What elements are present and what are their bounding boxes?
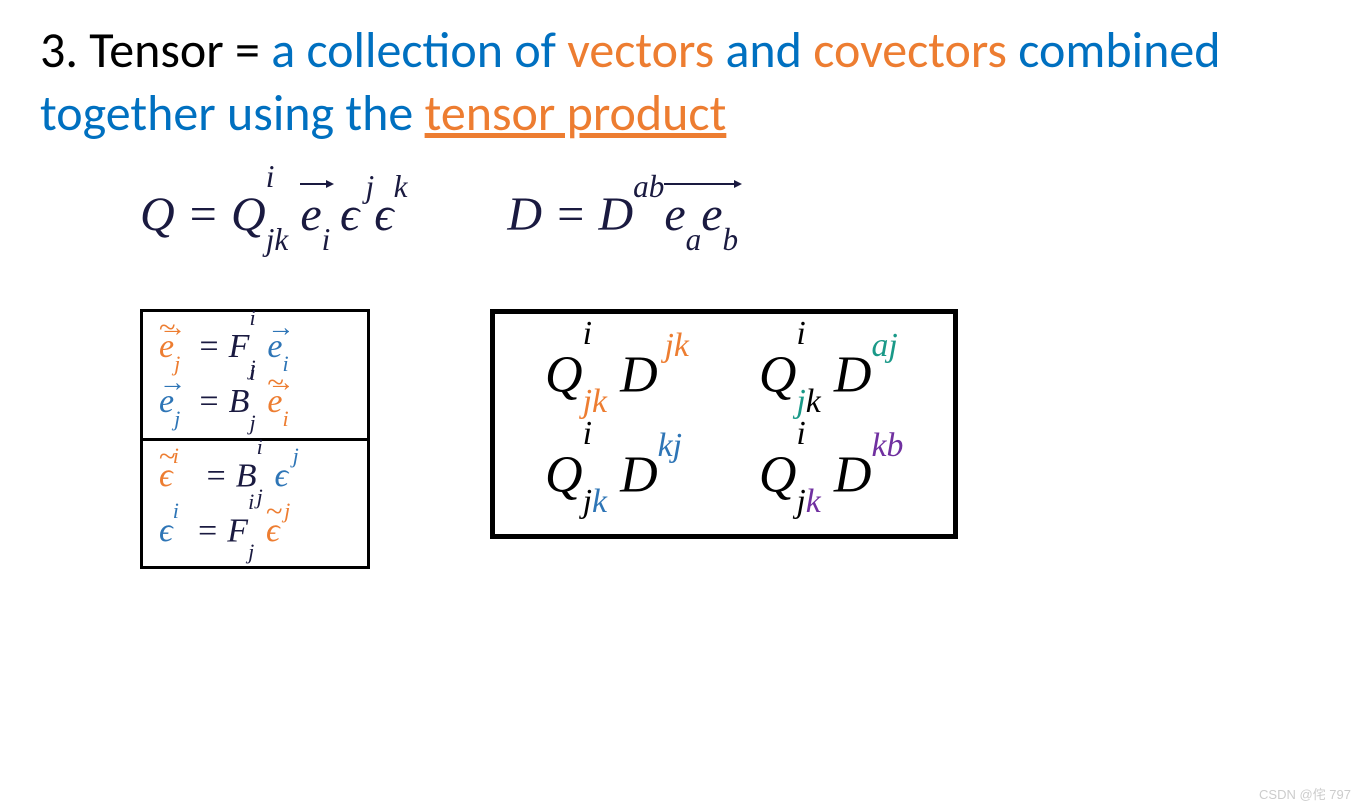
title-orange-1: vectors: [567, 20, 725, 81]
transformation-boxes: ej = Fijj ei ej = Bijj ei ϵi = Bijj ϵ j …: [140, 309, 370, 570]
contraction-2: QijkjkDaj: [759, 344, 904, 404]
contraction-3: QijkjkDkj: [545, 444, 689, 504]
dual-basis-transform-box: ϵi = Bijj ϵ j ϵi = Fijj ϵ j: [140, 438, 370, 569]
basis-backward: ej = Bijj ei: [159, 375, 351, 430]
title-blue-2: and: [725, 20, 813, 81]
slide-title: 3. Tensor = a collection of vectors and …: [40, 20, 1323, 145]
equation-Q: Q = Qijkjkei ϵ jϵk: [140, 185, 407, 249]
bottom-section: ej = Fijj ei ej = Bijj ei ϵi = Bijj ϵ j …: [140, 309, 1323, 570]
dual-forward: ϵi = Fijj ϵ j: [159, 504, 351, 559]
title-prefix: 3. Tensor =: [40, 20, 271, 81]
basis-vector-transform-box: ej = Fijj ei ej = Bijj ei: [140, 309, 370, 441]
dual-backward: ϵi = Bijj ϵ j: [159, 449, 351, 504]
main-equations: Q = Qijkjkei ϵ jϵk D = Dabeaeb: [140, 185, 1323, 249]
contraction-examples-box: QijkjkD jk QijkjkDaj QijkjkDkj QijkjkDkb: [490, 309, 958, 540]
title-orange-2: covectors: [813, 20, 1018, 81]
title-tensor-product: tensor product: [425, 83, 727, 144]
title-blue-1: a collection of: [271, 20, 567, 81]
watermark: CSDN @侘 797: [1259, 784, 1351, 803]
contraction-1: QijkjkD jk: [545, 344, 689, 404]
equation-D: D = Dabeaeb: [507, 185, 738, 249]
contraction-4: QijkjkDkb: [759, 444, 904, 504]
